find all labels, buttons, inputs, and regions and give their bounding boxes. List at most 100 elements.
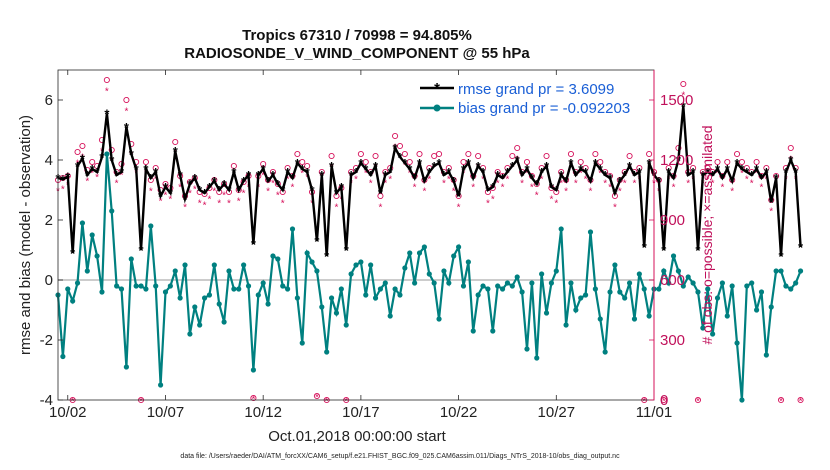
obs-assimilated-point: * xyxy=(720,183,724,194)
bias-point xyxy=(104,151,110,157)
bias-point xyxy=(206,292,213,298)
bias-point xyxy=(162,289,169,295)
obs-assimilated-point: * xyxy=(535,191,539,202)
obs-possible-point xyxy=(79,142,86,150)
bias-point xyxy=(446,280,452,286)
bias-point xyxy=(157,382,164,388)
rmse-point: * xyxy=(393,141,399,156)
rmse-point: * xyxy=(671,171,677,186)
obs-assimilated-point: * xyxy=(378,203,382,214)
bias-point xyxy=(79,220,86,226)
bias-point xyxy=(734,340,740,346)
rmse-point: * xyxy=(769,195,775,210)
obs-assimilated-point: * xyxy=(505,175,509,186)
bias-point xyxy=(568,280,574,286)
obs-assimilated-point: * xyxy=(510,163,514,174)
bias-point xyxy=(499,286,506,292)
rmse-point: * xyxy=(197,183,203,198)
obs-assimilated-point: * xyxy=(549,195,553,206)
bias-point xyxy=(275,256,281,262)
obs-possible-point xyxy=(704,164,711,172)
rmse-point: * xyxy=(647,156,653,171)
bias-point xyxy=(236,286,242,292)
obs-possible-point xyxy=(318,168,325,176)
obs-possible-point xyxy=(753,158,760,166)
bias-point xyxy=(133,283,139,289)
bias-point xyxy=(641,286,647,292)
bias-point xyxy=(739,397,745,403)
bias-point xyxy=(328,295,335,301)
rmse-point: * xyxy=(60,173,66,188)
obs-assimilated-point: * xyxy=(310,199,314,210)
obs-assimilated-point: * xyxy=(432,163,436,174)
bias-point xyxy=(543,310,550,316)
obs-assimilated-point: * xyxy=(608,183,612,194)
bias-point xyxy=(148,223,154,229)
x-tick-label: 10/07 xyxy=(147,404,185,421)
rmse-point: * xyxy=(622,168,628,183)
rmse-point: * xyxy=(495,168,501,183)
bias-point xyxy=(60,353,66,360)
x-tick-label: 10/12 xyxy=(244,404,282,421)
bias-point xyxy=(705,286,711,292)
obs-assimilated-point: * xyxy=(740,169,744,180)
rmse-point: * xyxy=(80,152,86,167)
obs-possible-point xyxy=(377,192,384,200)
obs-assimilated-point: * xyxy=(481,175,485,186)
bias-point xyxy=(685,274,691,280)
bias-point xyxy=(548,280,555,286)
bias-point xyxy=(475,292,481,298)
rmse-point: * xyxy=(178,168,184,183)
obs-assimilated-point: * xyxy=(261,171,265,182)
rmse-point: * xyxy=(642,240,648,255)
rmse-point: * xyxy=(261,162,267,177)
obs-assimilated-point: * xyxy=(623,179,627,190)
bias-point xyxy=(245,283,252,289)
obs-possible-point xyxy=(597,158,604,166)
obs-assimilated-point: * xyxy=(530,183,534,194)
bias-point xyxy=(99,289,105,295)
obs-assimilated-point: * xyxy=(442,179,446,190)
rmse-point: * xyxy=(212,174,218,189)
rmse-point: * xyxy=(705,165,711,180)
bias-point xyxy=(348,271,354,277)
obs-assimilated-point: * xyxy=(403,161,407,172)
obs-assimilated-point: * xyxy=(237,197,241,208)
rmse-point: * xyxy=(207,180,213,195)
bias-point xyxy=(392,286,398,292)
rmse-point: * xyxy=(432,159,438,174)
bias-point xyxy=(109,208,115,214)
obs-assimilated-point: * xyxy=(779,397,783,408)
bias-point xyxy=(700,325,706,331)
rmse-point: * xyxy=(739,162,745,177)
rmse-point: * xyxy=(725,162,731,177)
obs-assimilated-point: * xyxy=(276,191,280,202)
obs-assimilated-point: * xyxy=(164,191,168,202)
rmse-point: * xyxy=(466,156,472,171)
rmse-point: * xyxy=(334,186,340,201)
rmse-point: * xyxy=(500,171,506,186)
obs-assimilated-point: * xyxy=(520,179,524,190)
rmse-point: * xyxy=(691,165,697,180)
right-y-tick-label: 1500 xyxy=(660,92,693,109)
obs-assimilated-point: * xyxy=(589,187,593,198)
obs-possible-point xyxy=(543,152,550,160)
rmse-point: * xyxy=(109,153,115,168)
rmse-point: * xyxy=(441,168,447,183)
obs-assimilated-point: * xyxy=(344,397,348,408)
obs-assimilated-point: * xyxy=(95,173,99,184)
bias-point xyxy=(84,268,90,274)
rmse-point: * xyxy=(222,177,228,192)
bias-point xyxy=(690,280,696,286)
obs-assimilated-point: * xyxy=(579,169,583,180)
rmse-point: * xyxy=(129,147,135,162)
bias-point xyxy=(797,268,804,274)
bias-point xyxy=(666,280,672,286)
rmse-point: * xyxy=(437,156,443,171)
obs-assimilated-point: * xyxy=(471,183,475,194)
rmse-point: * xyxy=(217,183,223,198)
rmse-point: * xyxy=(383,168,389,183)
right-y-tick-label: 1200 xyxy=(660,152,693,169)
rmse-point: * xyxy=(446,165,452,180)
obs-assimilated-point: * xyxy=(281,199,285,210)
